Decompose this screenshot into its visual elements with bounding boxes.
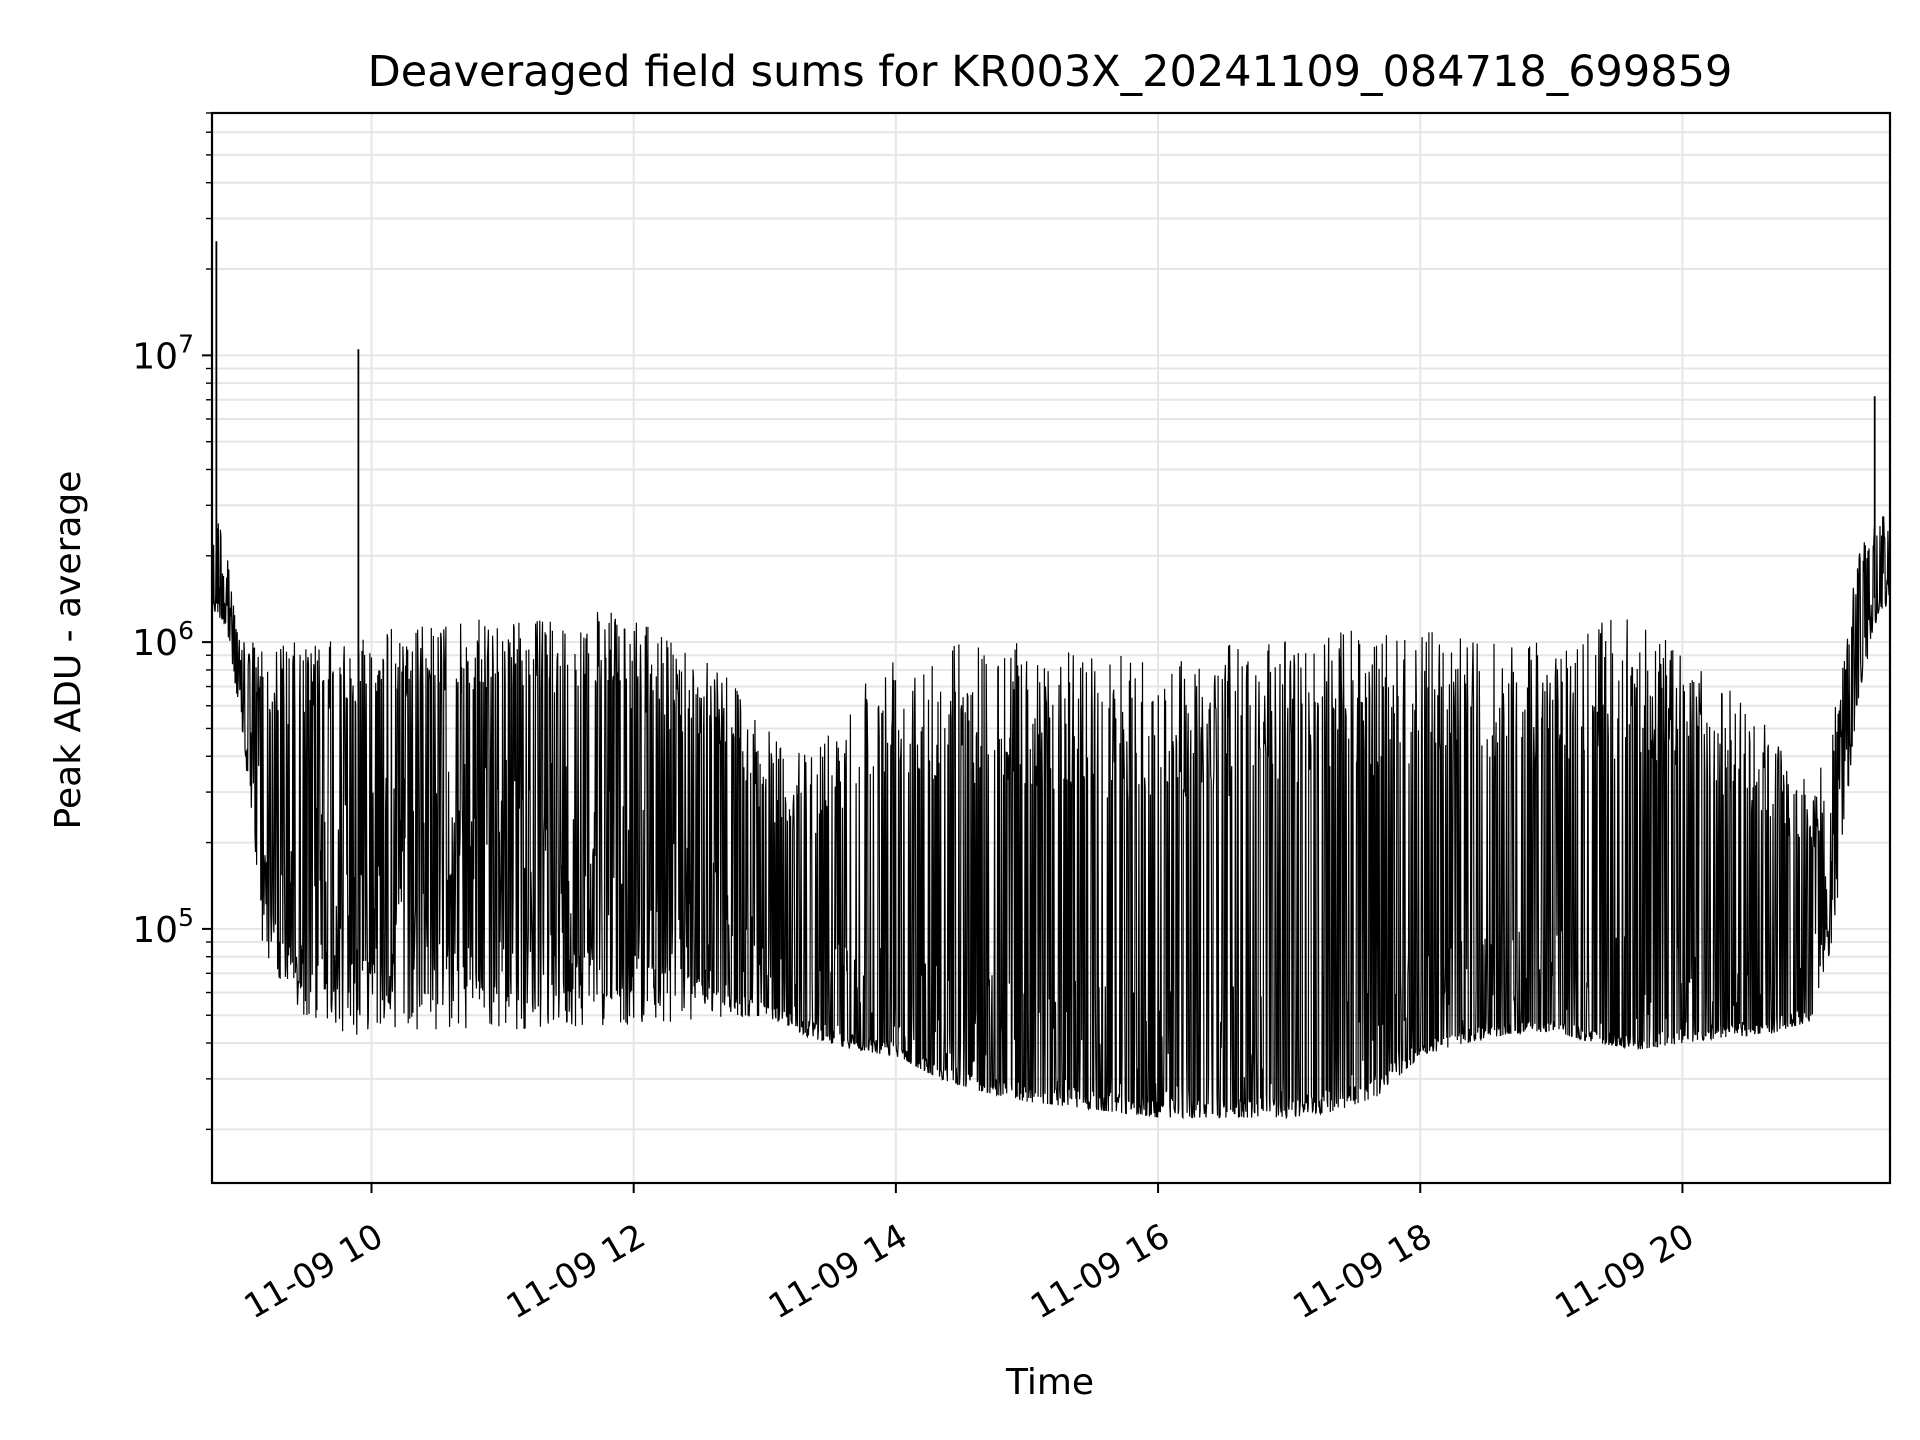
y-tick-label: 107	[132, 329, 194, 377]
x-axis-label: Time	[1005, 1362, 1094, 1403]
y-tick-label: 106	[132, 616, 194, 664]
y-tick-label: 105	[132, 903, 194, 951]
series-line	[211, 516, 1891, 1120]
y-axis-label: Peak ADU - average	[48, 471, 89, 830]
y-axis-ticks: 105 106 107	[132, 112, 212, 1131]
plot-frame	[210, 111, 1892, 1185]
chart-title: Deaveraged field sums for KR003X_2024110…	[368, 47, 1733, 97]
